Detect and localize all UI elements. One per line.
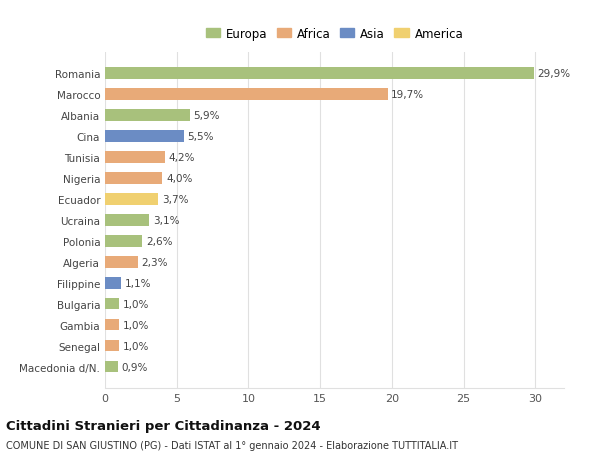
Text: 1,0%: 1,0% [123,299,149,309]
Text: 19,7%: 19,7% [391,90,424,100]
Text: 4,2%: 4,2% [169,152,196,162]
Text: 5,9%: 5,9% [193,111,220,121]
Bar [105,194,158,205]
Text: COMUNE DI SAN GIUSTINO (PG) - Dati ISTAT al 1° gennaio 2024 - Elaborazione TUTTI: COMUNE DI SAN GIUSTINO (PG) - Dati ISTAT… [6,440,458,450]
Text: 29,9%: 29,9% [538,69,571,79]
Bar [105,89,388,101]
Text: 3,7%: 3,7% [161,195,188,204]
Bar [105,298,119,310]
Bar [105,173,163,184]
Text: 2,6%: 2,6% [146,236,172,246]
Text: 0,9%: 0,9% [121,362,148,372]
Bar [105,214,149,226]
Text: 3,1%: 3,1% [153,215,179,225]
Bar [105,277,121,289]
Legend: Europa, Africa, Asia, America: Europa, Africa, Asia, America [203,25,466,43]
Bar [105,235,142,247]
Bar [105,361,118,373]
Bar [105,131,184,142]
Bar [105,257,138,268]
Text: 1,0%: 1,0% [123,341,149,351]
Text: Cittadini Stranieri per Cittadinanza - 2024: Cittadini Stranieri per Cittadinanza - 2… [6,419,320,432]
Bar [105,340,119,352]
Bar [105,110,190,121]
Text: 1,1%: 1,1% [124,278,151,288]
Text: 5,5%: 5,5% [187,132,214,141]
Bar [105,68,534,79]
Text: 1,0%: 1,0% [123,320,149,330]
Bar [105,152,165,163]
Bar [105,319,119,331]
Text: 2,3%: 2,3% [142,257,168,267]
Text: 4,0%: 4,0% [166,174,193,184]
